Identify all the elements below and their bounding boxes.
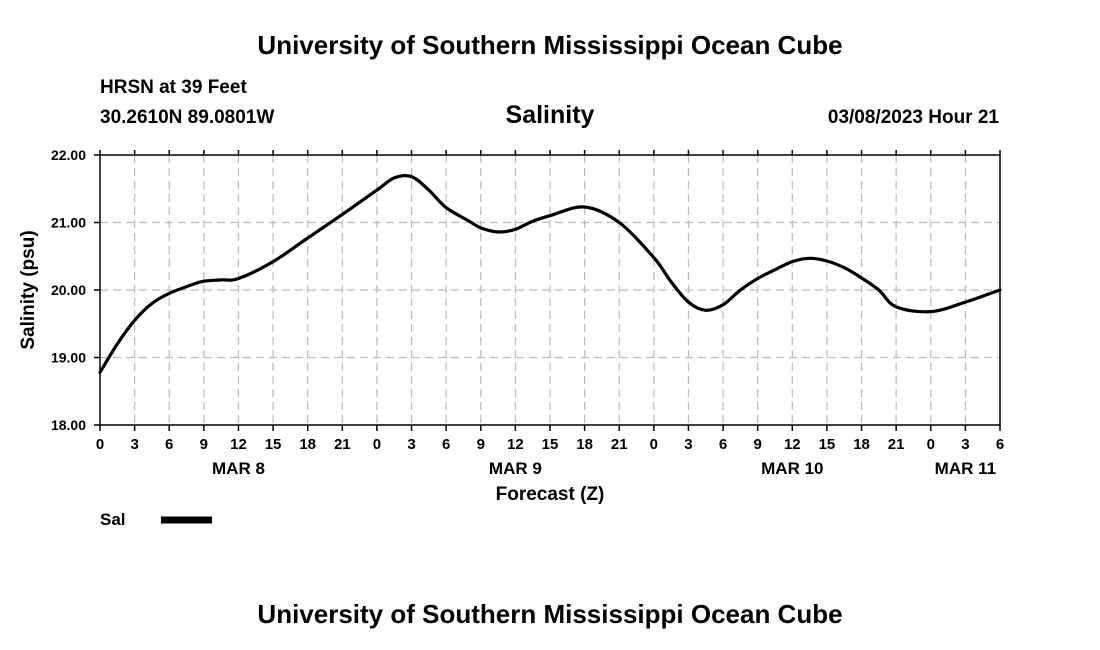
x-tick-label: 15 <box>265 436 282 453</box>
station-label: HRSN at 39 Feet <box>100 77 247 98</box>
axis-ticks <box>94 150 1001 431</box>
x-tick-label: 0 <box>927 436 935 453</box>
x-tick-label: 15 <box>542 436 559 453</box>
salinity-series-line <box>98 173 1002 374</box>
x-tick-label: 3 <box>961 436 969 453</box>
forecast-datetime: 03/08/2023 Hour 21 <box>827 107 999 128</box>
y-tick-label: 18.00 <box>51 417 86 433</box>
axis-labels: 18.00 19.00 20.00 21.00 22.00 0 3 6 9 12 15 18 21 0 3 6… <box>51 147 1004 478</box>
legend-label: Sal <box>100 510 126 529</box>
x-tick-label: 21 <box>611 436 628 453</box>
x-tick-label: 0 <box>373 436 381 453</box>
x-tick-label: 9 <box>754 436 762 453</box>
day-label: MAR 9 <box>489 459 542 478</box>
x-tick-label: 3 <box>407 436 415 453</box>
day-label: MAR 11 <box>935 459 996 478</box>
y-axis-label: Salinity (psu) <box>18 230 39 349</box>
y-tick-label: 21.00 <box>51 215 86 231</box>
x-tick-label: 9 <box>200 436 208 453</box>
station-coordinates: 30.2610N 89.0801W <box>100 107 275 128</box>
x-tick-label: 0 <box>96 436 104 453</box>
x-axis-label: Forecast (Z) <box>496 484 605 505</box>
x-tick-label: 3 <box>130 436 138 453</box>
page-title: University of Southern Mississippi Ocean… <box>257 30 843 60</box>
x-tick-label: 15 <box>819 436 836 453</box>
x-tick-label: 9 <box>477 436 485 453</box>
y-tick-label: 20.00 <box>51 282 86 298</box>
y-tick-label: 19.00 <box>51 350 86 366</box>
day-label: MAR 10 <box>761 459 823 478</box>
x-tick-label: 6 <box>719 436 727 453</box>
x-tick-label: 12 <box>230 436 247 453</box>
x-tick-label: 18 <box>576 436 593 453</box>
x-tick-label: 6 <box>996 436 1004 453</box>
x-tick-label: 6 <box>165 436 173 453</box>
chart-title: Salinity <box>505 101 595 129</box>
x-tick-label: 18 <box>299 436 316 453</box>
x-tick-label: 0 <box>650 436 658 453</box>
footer-title: University of Southern Mississippi Ocean… <box>257 599 843 629</box>
y-tick-label: 22.00 <box>51 147 86 163</box>
x-tick-label: 21 <box>334 436 351 453</box>
x-tick-label: 3 <box>684 436 692 453</box>
x-tick-label: 21 <box>888 436 905 453</box>
x-tick-label: 6 <box>442 436 450 453</box>
x-tick-label: 12 <box>784 436 801 453</box>
day-label: MAR 8 <box>212 459 265 478</box>
x-tick-label: 18 <box>853 436 870 453</box>
grid <box>100 154 1000 425</box>
x-tick-label: 12 <box>507 436 524 453</box>
